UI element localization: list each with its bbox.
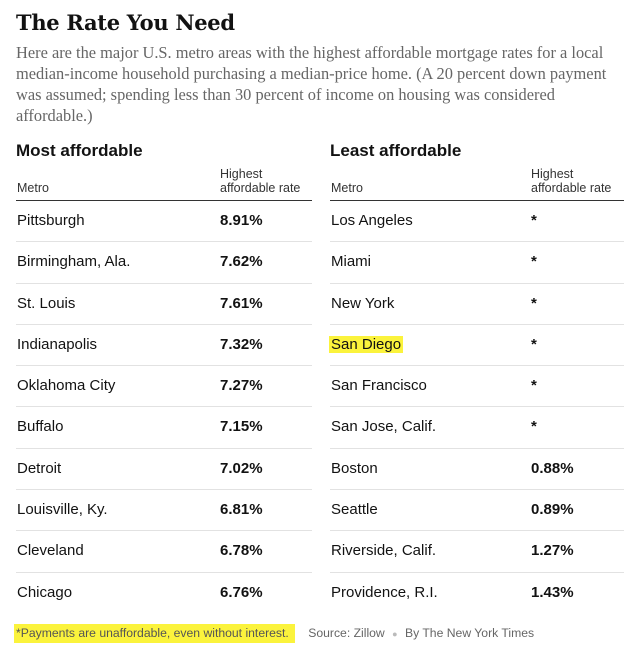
rate-value: 0.88% [531,459,574,477]
metro-name: Providence, R.I. [331,583,438,601]
column-header-row: Metro Highest affordable rate [330,167,624,201]
metro-name: San Francisco [331,377,427,395]
table-row: Buffalo 7.15% [16,407,312,449]
table-row: San Jose, Calif. * [330,407,624,449]
table-row: Boston 0.88% [330,449,624,491]
footnote: *Payments are unaffordable, even without… [14,624,295,643]
table-row: Pittsburgh 8.91% [16,201,312,243]
metro-name: Seattle [331,501,378,519]
table-row: Louisville, Ky. 6.81% [16,490,312,532]
rate-value: 0.89% [531,501,574,519]
metro-name: St. Louis [17,294,76,312]
rate-value: 6.78% [220,542,263,560]
table-row: Riverside, Calif. 1.27% [330,531,624,573]
metro-name: Los Angeles [331,212,413,229]
chart-title: The Rate You Need [16,10,235,35]
metro-name: Boston [331,459,378,477]
metro-name: San Jose, Calif. [331,418,437,436]
least-affordable-table: Least affordable Metro Highest affordabl… [329,141,624,613]
table-row: St. Louis 7.61% [16,284,312,325]
metro-column-header: Metro [331,181,363,195]
table-row: Indianapolis 7.32% [16,325,312,367]
footer: *Payments are unaffordable, even without… [14,624,535,643]
metro-name: Pittsburgh [17,212,85,229]
metro-name: Cleveland [17,542,84,560]
rate-value: 8.91% [220,212,263,229]
table-row: Birmingham, Ala. 7.62% [16,242,312,284]
table-row: San Diego * [329,325,624,367]
rate-column-header: Highest affordable rate [220,167,301,195]
chart-subtitle: Here are the major U.S. metro areas with… [16,43,607,125]
source-credit: Source: Zillow [308,626,385,640]
metro-column-header: Metro [17,181,49,195]
table-row: Miami * [330,242,624,284]
rate-column-header: Highest affordable rate [531,167,612,195]
most-affordable-table: Most affordable Metro Highest affordable… [16,142,312,613]
metro-name: New York [331,294,395,312]
metro-name: Miami [331,253,371,271]
metro-name: Detroit [17,459,62,477]
table-row: San Francisco * [330,366,624,408]
column-header-row: Metro Highest affordable rate [16,167,312,201]
rate-value: 7.32% [220,335,263,353]
rate-value: * [531,294,537,312]
metro-name: Louisville, Ky. [17,501,108,519]
rate-value: 1.43% [531,583,574,601]
rate-value: 6.81% [220,501,263,519]
table-row: Los Angeles * [330,201,624,243]
table-row: Chicago 6.76% [16,573,312,613]
table-row: Oklahoma City 7.27% [16,366,312,408]
dot-separator: ● [392,629,398,639]
metro-name: Oklahoma City [17,377,116,395]
metro-name: Chicago [17,583,73,601]
rate-value: * [531,212,537,229]
table-row: Cleveland 6.78% [16,531,312,573]
metro-name: Buffalo [17,418,64,436]
rate-value: 7.02% [220,459,263,477]
metro-name: Riverside, Calif. [331,542,437,560]
table-title: Least affordable [330,141,462,160]
table-row: Providence, R.I. 1.43% [330,573,624,613]
rate-value: 7.15% [220,418,263,436]
table-row: Seattle 0.89% [330,490,624,532]
table-title: Most affordable [16,141,143,160]
rate-value: * [531,335,537,353]
metro-name: Birmingham, Ala. [17,253,131,271]
rate-value: * [531,418,537,436]
rate-value: * [531,377,537,395]
rate-value: 7.61% [220,294,263,312]
rate-value: 6.76% [220,583,263,601]
rate-value: 7.27% [220,377,263,395]
table-row: New York * [330,284,624,325]
metro-name: San Diego [329,335,404,353]
byline: By The New York Times [404,626,535,640]
rate-value: 1.27% [531,542,574,560]
metro-name: Indianapolis [17,335,98,353]
table-row: Detroit 7.02% [16,449,312,491]
rate-value: * [531,253,537,271]
rate-value: 7.62% [220,253,263,271]
